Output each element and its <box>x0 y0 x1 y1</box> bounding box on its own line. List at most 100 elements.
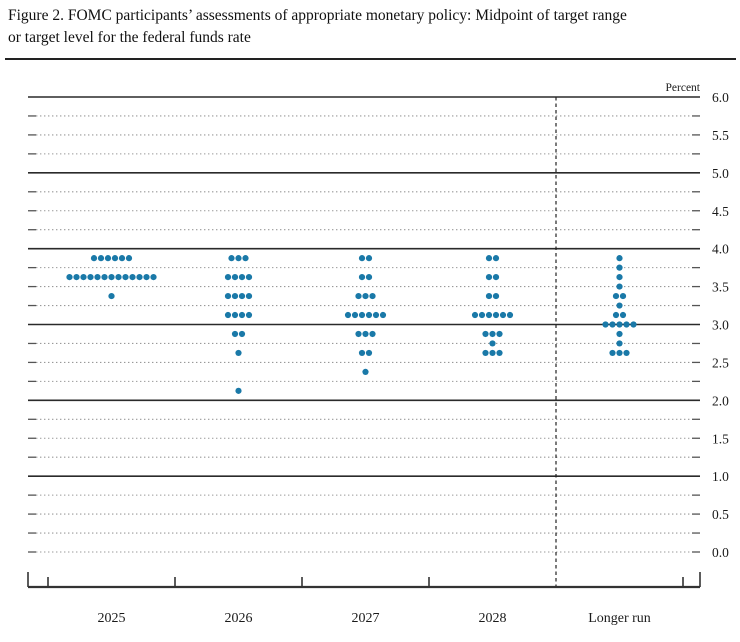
y-tick-label: 4.5 <box>712 204 729 219</box>
participant-dot <box>489 349 496 357</box>
y-tick-label: 5.5 <box>712 128 729 143</box>
caption-divider-rule <box>5 58 736 60</box>
participant-dot <box>616 255 623 262</box>
participant-dot <box>90 255 98 262</box>
participant-dot <box>619 292 627 300</box>
participant-dot <box>616 302 623 309</box>
participant-dot <box>369 330 376 338</box>
participant-dot <box>136 274 143 281</box>
participant-dot <box>623 321 630 328</box>
participant-dot <box>362 292 369 300</box>
participant-dot <box>616 264 623 271</box>
dots-longer-run <box>602 255 637 357</box>
participant-dot <box>235 349 242 357</box>
participant-dot <box>355 292 362 300</box>
participant-dot <box>122 274 129 281</box>
dots-2027 <box>344 255 387 375</box>
participant-dot <box>115 274 122 281</box>
participant-dot <box>231 274 239 281</box>
participant-dot <box>496 349 503 357</box>
participant-dot <box>351 311 359 319</box>
participant-dot <box>235 387 242 394</box>
participant-dot <box>108 292 115 300</box>
participant-dot <box>73 274 80 281</box>
participant-dot <box>630 321 637 328</box>
participant-dot <box>492 292 500 300</box>
participant-dot <box>623 349 630 357</box>
participant-dot <box>104 255 112 262</box>
y-tick-label: 1.5 <box>712 431 729 446</box>
participant-dot <box>362 330 369 338</box>
participant-dot <box>355 330 362 338</box>
participant-dot <box>238 330 246 338</box>
participant-dot <box>612 292 620 300</box>
category-label: 2027 <box>352 611 380 626</box>
participant-dot <box>66 274 73 281</box>
participant-dot <box>224 311 232 319</box>
participant-dot <box>228 255 235 262</box>
y-tick-label: 2.5 <box>712 355 729 370</box>
participant-dot <box>238 274 246 281</box>
participant-dot <box>238 292 246 300</box>
participant-dot <box>616 340 623 347</box>
participant-dot <box>616 321 623 328</box>
participant-dot <box>496 330 503 338</box>
participant-dot <box>471 311 479 319</box>
participant-dot <box>224 274 232 281</box>
participant-dot <box>369 292 376 300</box>
participant-dot <box>97 255 105 262</box>
participant-dot <box>358 349 366 357</box>
participant-dot <box>129 274 136 281</box>
y-tick-label: 5.0 <box>712 166 729 181</box>
participant-dot <box>118 255 126 262</box>
dots-2026 <box>224 255 253 394</box>
participant-dot <box>101 274 108 281</box>
participant-dot <box>87 274 94 281</box>
y-tick-label: 3.5 <box>712 280 729 295</box>
participant-dot <box>231 330 239 338</box>
x-category-labels: 2025 2026 2027 2028 Longer run <box>98 611 651 626</box>
participant-dot <box>80 274 87 281</box>
participant-dot <box>231 311 239 319</box>
participant-dot <box>372 311 380 319</box>
category-label: 2025 <box>98 611 126 626</box>
y-tick-label: 0.5 <box>712 507 729 522</box>
participant-dot <box>245 292 253 300</box>
participant-dot <box>485 311 493 319</box>
percent-label: Percent <box>666 82 701 94</box>
participant-dot <box>358 255 366 262</box>
participant-dot <box>150 274 157 281</box>
y-tick-label: 6.0 <box>712 90 729 105</box>
participant-dot <box>482 349 489 357</box>
participant-dot <box>245 274 253 281</box>
participant-dot <box>485 292 493 300</box>
participant-dot <box>111 255 119 262</box>
participant-dot <box>482 330 489 338</box>
category-label: 2028 <box>479 611 507 626</box>
participant-dot <box>506 311 514 319</box>
participant-dot <box>108 274 115 281</box>
unit-label-group: Percent <box>666 82 701 94</box>
dots-2028 <box>471 255 514 357</box>
participant-dot <box>492 255 500 262</box>
participant-dot <box>492 311 500 319</box>
figure-caption-line1: Figure 2. FOMC participants’ assessments… <box>8 7 627 24</box>
participant-dot <box>485 274 493 281</box>
participant-dot <box>602 321 609 328</box>
figure-caption: Figure 2. FOMC participants’ assessments… <box>8 5 732 49</box>
participant-dot <box>245 311 253 319</box>
participant-dot <box>358 311 366 319</box>
participant-dot <box>478 311 486 319</box>
participant-dot <box>619 311 627 319</box>
participant-dot <box>231 292 239 300</box>
participant-dot <box>609 349 616 357</box>
participant-dot <box>616 283 623 290</box>
participant-dot <box>125 255 133 262</box>
participant-dot <box>365 255 373 262</box>
participant-dot <box>616 274 623 281</box>
participant-dot <box>362 368 369 375</box>
participant-dot <box>616 349 623 357</box>
y-tick-label: 4.0 <box>712 242 729 257</box>
participant-dot <box>235 255 242 262</box>
